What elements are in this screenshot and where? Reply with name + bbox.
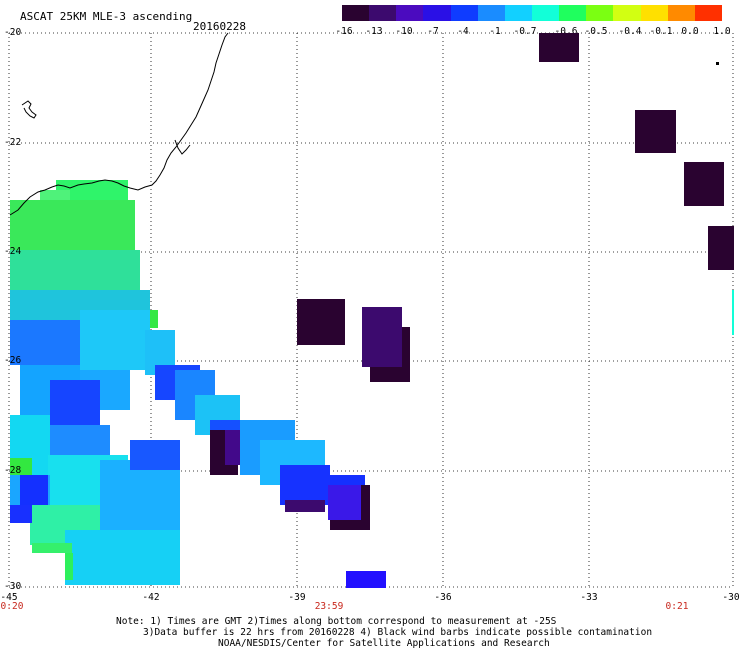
- note-line: Note: 1) Times are GMT 2)Times along bot…: [116, 616, 557, 627]
- lon-label: -36: [434, 592, 452, 603]
- time-label: 0:20: [0, 601, 24, 612]
- colorbar-segment: [640, 5, 668, 21]
- colorbar-segment: [423, 5, 451, 21]
- product-title: ASCAT 25KM MLE-3 ascending: [20, 10, 193, 23]
- colorbar-segment: [504, 5, 532, 21]
- colorbar-segment: [559, 5, 587, 21]
- colorbar-tick: -1: [489, 26, 501, 37]
- colorbar-tick: -0.7: [513, 26, 537, 37]
- colorbar-segment: [369, 5, 397, 21]
- colorbar-segment: [531, 5, 560, 21]
- isolated-cells: [297, 33, 734, 382]
- swath-cells: [10, 180, 386, 588]
- colorbar-tick: -10: [395, 26, 413, 37]
- lon-label: -33: [580, 592, 598, 603]
- colorbar-tick: 1.0: [713, 26, 731, 37]
- lat-label: -24: [4, 246, 22, 257]
- colorbar: [342, 5, 722, 21]
- lat-label: -20: [4, 27, 22, 38]
- colorbar-segment: [396, 5, 424, 21]
- colorbar-tick: -0.1: [649, 26, 673, 37]
- colorbar-tick: -16: [335, 26, 353, 37]
- colorbar-tick: 0.0: [681, 26, 699, 37]
- colorbar-segment: [613, 5, 641, 21]
- lon-label: -42: [142, 592, 160, 603]
- colorbar-tick: -0.4: [618, 26, 642, 37]
- colorbar-tick: -7: [427, 26, 439, 37]
- note-line: NOAA/NESDIS/Center for Satellite Applica…: [218, 638, 550, 649]
- lat-label: -30: [4, 581, 22, 592]
- product-date: 20160228: [193, 20, 246, 33]
- time-label: 0:21: [665, 601, 689, 612]
- colorbar-tick: -4: [457, 26, 469, 37]
- colorbar-tick: -0.6: [554, 26, 578, 37]
- time-label: 23:59: [314, 601, 344, 612]
- lon-label: -39: [288, 592, 306, 603]
- colorbar-segment: [586, 5, 614, 21]
- lat-label: -28: [4, 465, 22, 476]
- colorbar-ticks: -16 -13 -10 -7 -4 -1 -0.7 -0.6 -0.5 -0.4…: [330, 26, 740, 38]
- lat-label: -26: [4, 355, 22, 366]
- note-line: 3)Data buffer is 22 hrs from 20160228 4)…: [143, 627, 653, 638]
- colorbar-tick: -13: [365, 26, 383, 37]
- colorbar-segment: [694, 5, 722, 21]
- coastline: [9, 32, 229, 216]
- colorbar-segment: [342, 5, 370, 21]
- colorbar-segment: [477, 5, 505, 21]
- lat-label: -22: [4, 137, 22, 148]
- colorbar-segment: [450, 5, 478, 21]
- lon-label: -30: [722, 592, 740, 603]
- colorbar-tick: -0.5: [584, 26, 608, 37]
- lon-label: -45: [0, 592, 18, 603]
- colorbar-segment: [667, 5, 695, 21]
